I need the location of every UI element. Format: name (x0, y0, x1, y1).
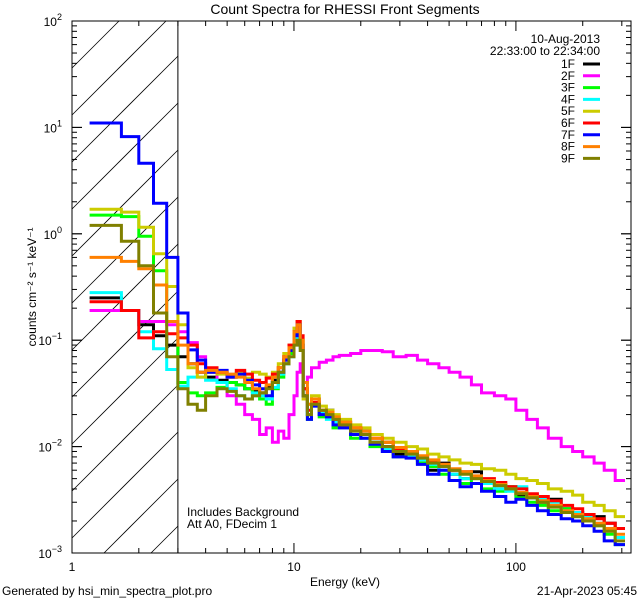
y-tick-base: 10 (44, 15, 58, 29)
y-tick-exponent: 1 (57, 118, 62, 128)
time-range-label: 22:33:00 to 22:34:00 (490, 44, 600, 58)
y-tick-exponent: −2 (52, 438, 62, 448)
x-tick-label: 100 (506, 560, 526, 574)
hatch-line (71, 20, 167, 116)
hatch-line (71, 431, 179, 539)
y-tick-exponent: −1 (52, 331, 62, 341)
legend-label-4F: 4F (561, 92, 575, 106)
y-tick-exponent: 0 (57, 225, 62, 235)
series-9F-line (89, 223, 625, 543)
y-tick-label: 10−3 (38, 544, 62, 561)
y-tick-label: 100 (44, 225, 62, 242)
legend-label-9F: 9F (561, 151, 575, 165)
series-7F-line (89, 121, 625, 547)
legend-label-5F: 5F (561, 104, 575, 118)
legend-label-7F: 7F (561, 128, 575, 142)
x-tick-label: 10 (287, 560, 301, 574)
y-tick-base: 10 (44, 228, 58, 242)
hatch-line (71, 384, 179, 492)
hatch-line (71, 290, 179, 398)
y-axis-label: counts cm⁻² s⁻¹ keV⁻¹ (25, 227, 39, 346)
plot-frame (71, 20, 632, 554)
hatch-line (103, 478, 179, 554)
hatch-line (71, 196, 179, 304)
hatch-line (71, 102, 179, 210)
legend-label-8F: 8F (561, 140, 575, 154)
legend-label-1F: 1F (561, 57, 575, 71)
y-tick-base: 10 (38, 441, 52, 455)
y-tick-base: 10 (44, 121, 58, 135)
footer-timestamp: 21-Apr-2023 05:45 (537, 584, 637, 598)
y-tick-base: 10 (38, 334, 52, 348)
hatched-excluded-region (71, 20, 179, 554)
y-tick-label: 102 (44, 12, 62, 29)
legend-label-2F: 2F (561, 69, 575, 83)
series-6F-line (89, 300, 625, 530)
hatch-line (71, 337, 179, 445)
hatch-line (71, 243, 179, 351)
y-tick-exponent: −3 (52, 544, 62, 554)
y-tick-base: 10 (38, 547, 52, 561)
chart-title: Count Spectra for RHESSI Front Segments (210, 1, 479, 17)
hatch-line (71, 20, 120, 69)
hatch-line (71, 55, 179, 163)
x-tick-label: 1 (69, 560, 76, 574)
hatch-line (150, 525, 179, 554)
legend-label-6F: 6F (561, 116, 575, 130)
series-2F-line (89, 309, 625, 482)
x-axis-label: Energy (keV) (310, 575, 380, 589)
y-tick-label: 10−1 (38, 331, 62, 348)
annotation-attenuator: Att A0, FDecim 1 (187, 517, 277, 531)
annotation-background: Includes Background (187, 505, 299, 519)
date-label: 10-Aug-2013 (531, 32, 601, 46)
y-tick-label: 101 (44, 118, 62, 135)
y-tick-label: 10−2 (38, 438, 62, 455)
legend-label-3F: 3F (561, 81, 575, 95)
y-tick-exponent: 2 (57, 12, 62, 22)
hatch-line (71, 149, 179, 257)
footer-generated-by: Generated by hsi_min_spectra_plot.pro (2, 584, 212, 598)
series-5F-line (89, 207, 625, 519)
